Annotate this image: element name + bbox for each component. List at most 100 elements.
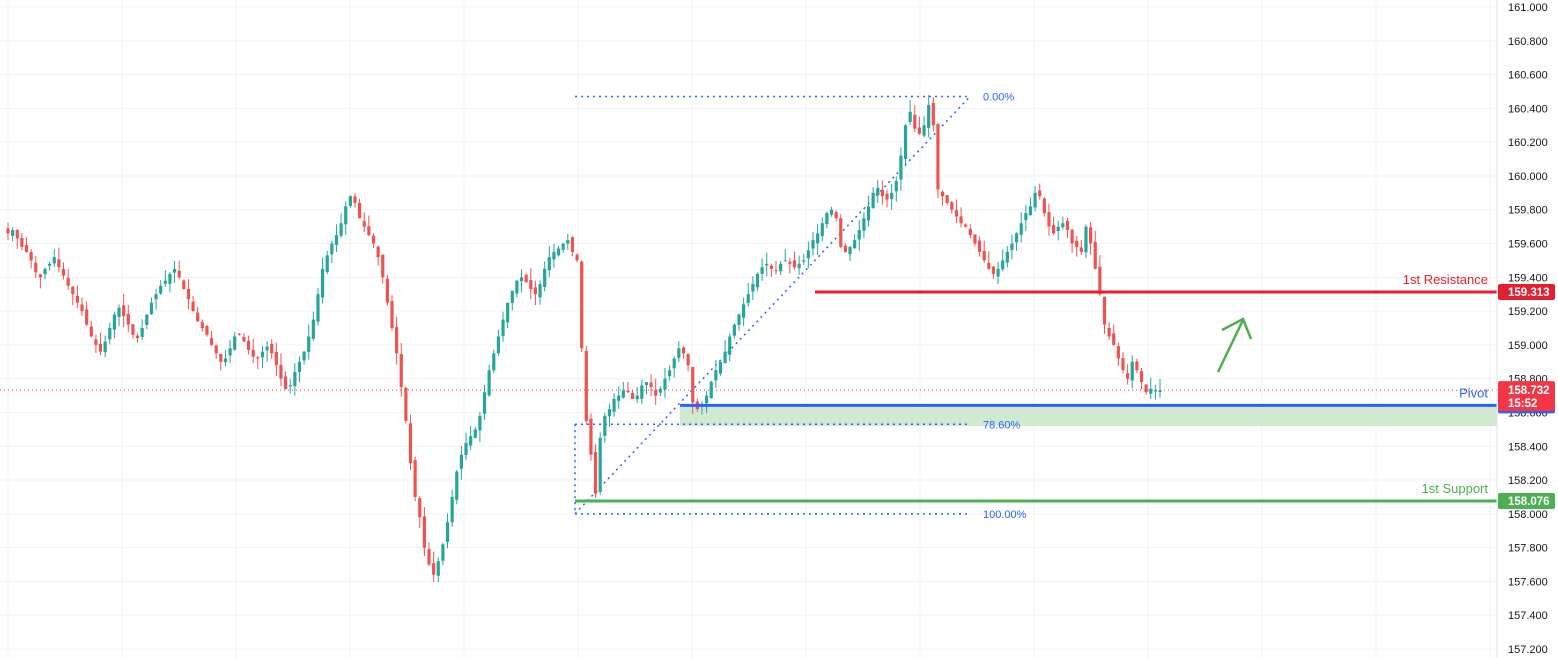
candle-body [302,351,306,361]
candle-body [34,262,38,273]
candle-body [667,370,672,377]
candle-body [293,371,297,387]
level-badge [1498,284,1555,301]
candle-body [196,312,200,322]
candle-body [746,294,750,304]
candle-body [524,274,528,283]
candle-body [908,111,912,123]
price-tick-label: 157.800 [1508,543,1548,555]
candle-body [122,305,126,317]
candle-body [75,295,79,303]
candle-body [214,345,218,354]
candle-body [1051,225,1056,234]
candle-body [163,280,167,284]
candle-body [233,336,237,350]
candle-body [1075,240,1079,247]
candle-body [455,471,459,500]
candle-body [885,193,889,200]
candle-body [1001,260,1005,270]
candle-body [1079,247,1083,252]
candle-body [135,335,140,339]
candle-body [353,196,357,203]
candle-body [205,326,209,335]
countdown-text: 15:52 [1508,398,1537,410]
candle-body [1042,198,1046,214]
candle-body [20,237,24,247]
candle-body [552,251,556,260]
price-tick-label: 159.000 [1508,340,1548,352]
candle-body [1102,296,1107,325]
fibonacci-retracement[interactable]: 0.00% 78.60% 100.00% [574,92,1027,521]
price-axis[interactable]: 161.000 160.800 160.600 160.400 160.200 160.0… [1496,0,1548,658]
candle-body [917,127,922,134]
price-tick-label: 160.400 [1508,103,1548,115]
candle-body [61,268,66,276]
candle-body [931,102,935,126]
level-badge-text: 159.313 [1508,287,1550,299]
candle-body [987,262,991,269]
candle-body [806,250,810,259]
candle-body [853,240,857,249]
candle-body [1005,251,1009,263]
candle-body [85,309,89,325]
candle-body [797,263,801,269]
arrow-shaft [1216,319,1245,373]
candle-body [903,125,908,160]
candle-body [1024,213,1028,221]
candle-body [1047,212,1051,227]
candle-body [1126,373,1130,379]
price-tick-label: 159.200 [1508,306,1548,318]
candle-body [307,336,311,352]
candle-body [635,395,639,400]
candle-body [783,260,787,262]
candle-body [108,328,112,340]
candle-body [1112,333,1116,345]
candle-body [80,304,84,312]
candle-body [38,274,42,278]
candle-body [779,263,783,272]
candle-body [279,364,283,379]
candle-body [529,280,533,290]
candle-body [126,313,130,325]
support-resistance-levels[interactable]: 1st Resistance Pivot 1st Support [575,272,1497,503]
candle-body [297,361,302,372]
candle-body [737,314,741,325]
candle-body [593,452,598,494]
candle-body [913,114,917,129]
candle-body [1107,327,1111,337]
candle-body [705,395,709,404]
candle-body [441,544,445,561]
candle-body [408,423,413,464]
candle-body [769,265,773,269]
candle-body [11,230,15,236]
candle-body [427,549,431,565]
candle-body [1084,226,1088,253]
candle-body [857,230,861,240]
candle-body [311,319,315,339]
candle-body [890,192,894,200]
candle-body [681,347,686,354]
candle-body [390,301,394,328]
candle-body [714,370,718,381]
candle-body [802,260,806,262]
candle-body [1056,226,1060,231]
candle-body [450,496,454,523]
price-tick-label: 159.600 [1508,239,1548,251]
price-tick-label: 159.800 [1508,205,1548,217]
candle-body [348,196,352,206]
candle-body [339,223,343,236]
candle-body [927,104,931,128]
candle-body [982,250,986,261]
candle-body [94,339,98,345]
pivot-zone [680,405,1497,426]
candle-body [732,324,736,336]
candle-body [371,235,376,244]
price-tick-label: 158.400 [1508,441,1548,453]
candle-body [24,245,29,252]
candle-body [492,353,496,371]
level-badge-text: 158.076 [1508,496,1550,508]
candle-body [996,268,1000,277]
candle-body [829,209,834,215]
candle-body [940,191,945,197]
